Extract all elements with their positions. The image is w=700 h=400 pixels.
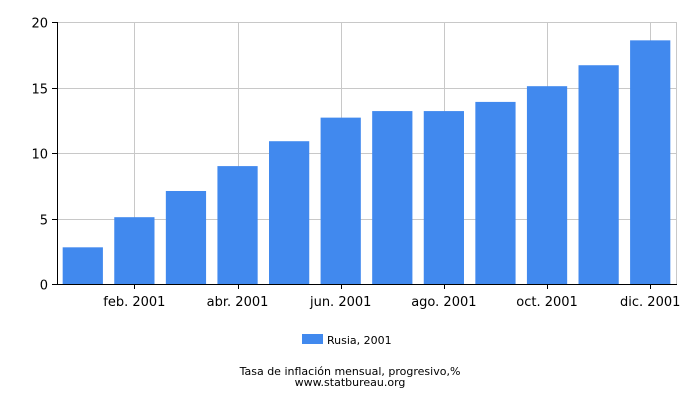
y-tick-label-15: 15: [31, 83, 48, 98]
bar-sep-2001: [475, 101, 516, 284]
bar-ene-2001: [62, 247, 103, 284]
legend-swatch: [302, 334, 323, 344]
x-tick-label-5: jun. 2001: [309, 295, 371, 310]
y-tick-label-0: 0: [40, 279, 48, 294]
bar-may-2001: [269, 141, 310, 284]
axes: [52, 22, 677, 289]
y-tick-label-10: 10: [31, 148, 48, 163]
y-tick-label-5: 5: [40, 214, 48, 229]
bar-nov-2001: [578, 65, 619, 284]
chart-title: Tasa de inflación mensual, progresivo,%: [239, 365, 461, 378]
x-tick-label-9: oct. 2001: [516, 295, 578, 310]
bar-jun-2001: [320, 117, 361, 284]
x-tick-label-7: ago. 2001: [411, 295, 476, 310]
x-tick-labels: feb. 2001 abr. 2001 jun. 2001 ago. 2001 oct.…: [103, 295, 680, 310]
source-label: www.statbureau.org: [295, 376, 406, 389]
bar-ago-2001: [423, 111, 464, 284]
bars-group: [62, 40, 671, 285]
bar-oct-2001: [526, 86, 568, 284]
legend-label: Rusia, 2001: [327, 334, 392, 347]
x-tick-label-11: dic. 2001: [620, 295, 680, 310]
bar-abr-2001: [217, 166, 258, 284]
y-tick-label-20: 20: [31, 17, 48, 32]
bar-feb-2001: [114, 217, 155, 284]
x-tick-label-3: abr. 2001: [207, 295, 269, 310]
x-tick-label-1: feb. 2001: [103, 295, 165, 310]
bar-jul-2001: [372, 111, 413, 284]
y-tick-labels: 0 5 10 15 20: [31, 17, 48, 294]
legend: Rusia, 2001: [302, 334, 392, 347]
bar-dic-2001: [630, 40, 671, 285]
bar-mar-2001: [165, 190, 207, 284]
